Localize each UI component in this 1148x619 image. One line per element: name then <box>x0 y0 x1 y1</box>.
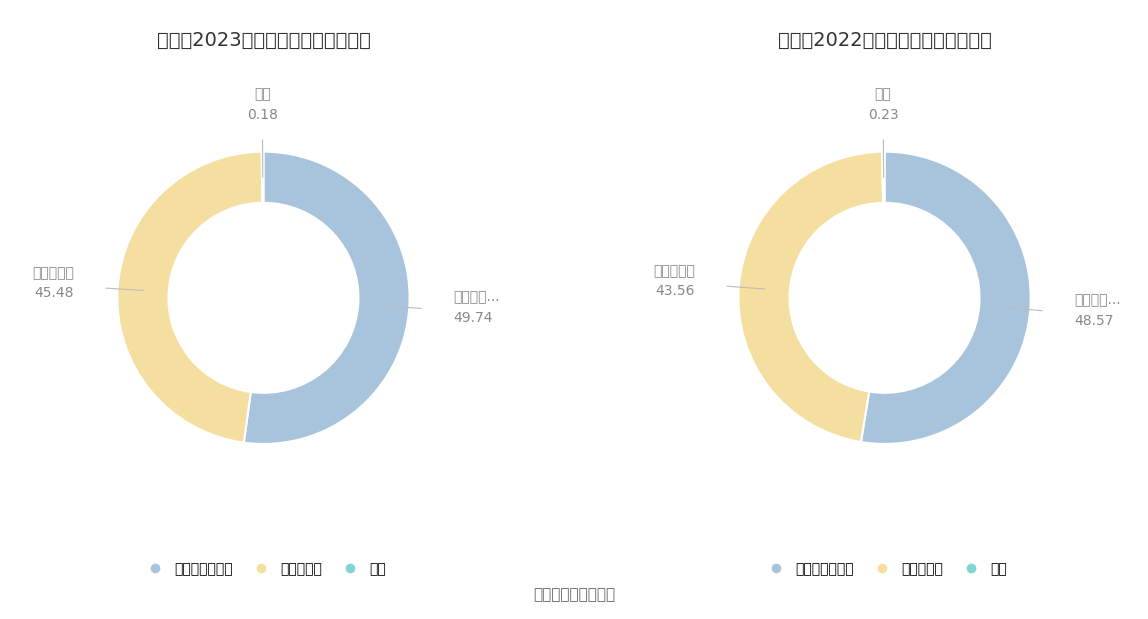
Text: 0.23: 0.23 <box>868 108 899 122</box>
Text: 数据来源：恒生聚源: 数据来源：恒生聚源 <box>533 587 615 602</box>
Legend: 太阳能产品制造, 太阳能发电, 其他: 太阳能产品制造, 太阳能发电, 其他 <box>135 556 391 581</box>
Text: 太阳能发电: 太阳能发电 <box>32 266 73 280</box>
Text: 43.56: 43.56 <box>656 284 695 298</box>
Title: 太阳能2022年营业收入构成（亿元）: 太阳能2022年营业收入构成（亿元） <box>777 32 992 50</box>
Wedge shape <box>262 152 263 203</box>
Text: 太阳能发电: 太阳能发电 <box>653 264 695 278</box>
Title: 太阳能2023年营业收入构成（亿元）: 太阳能2023年营业收入构成（亿元） <box>156 32 371 50</box>
Wedge shape <box>738 152 883 442</box>
Text: 45.48: 45.48 <box>34 287 73 300</box>
Text: 0.18: 0.18 <box>247 108 278 122</box>
Wedge shape <box>243 152 410 444</box>
Text: 48.57: 48.57 <box>1073 314 1114 327</box>
Wedge shape <box>861 152 1031 444</box>
Wedge shape <box>117 152 263 443</box>
Legend: 太阳能产品制造, 太阳能发电, 其他: 太阳能产品制造, 太阳能发电, 其他 <box>757 556 1013 581</box>
Text: 太阳能产...: 太阳能产... <box>453 290 499 305</box>
Wedge shape <box>883 152 885 203</box>
Text: 太阳能产...: 太阳能产... <box>1073 293 1120 307</box>
Text: 49.74: 49.74 <box>453 311 492 325</box>
Text: 其他: 其他 <box>254 88 271 102</box>
Text: 其他: 其他 <box>875 88 892 102</box>
